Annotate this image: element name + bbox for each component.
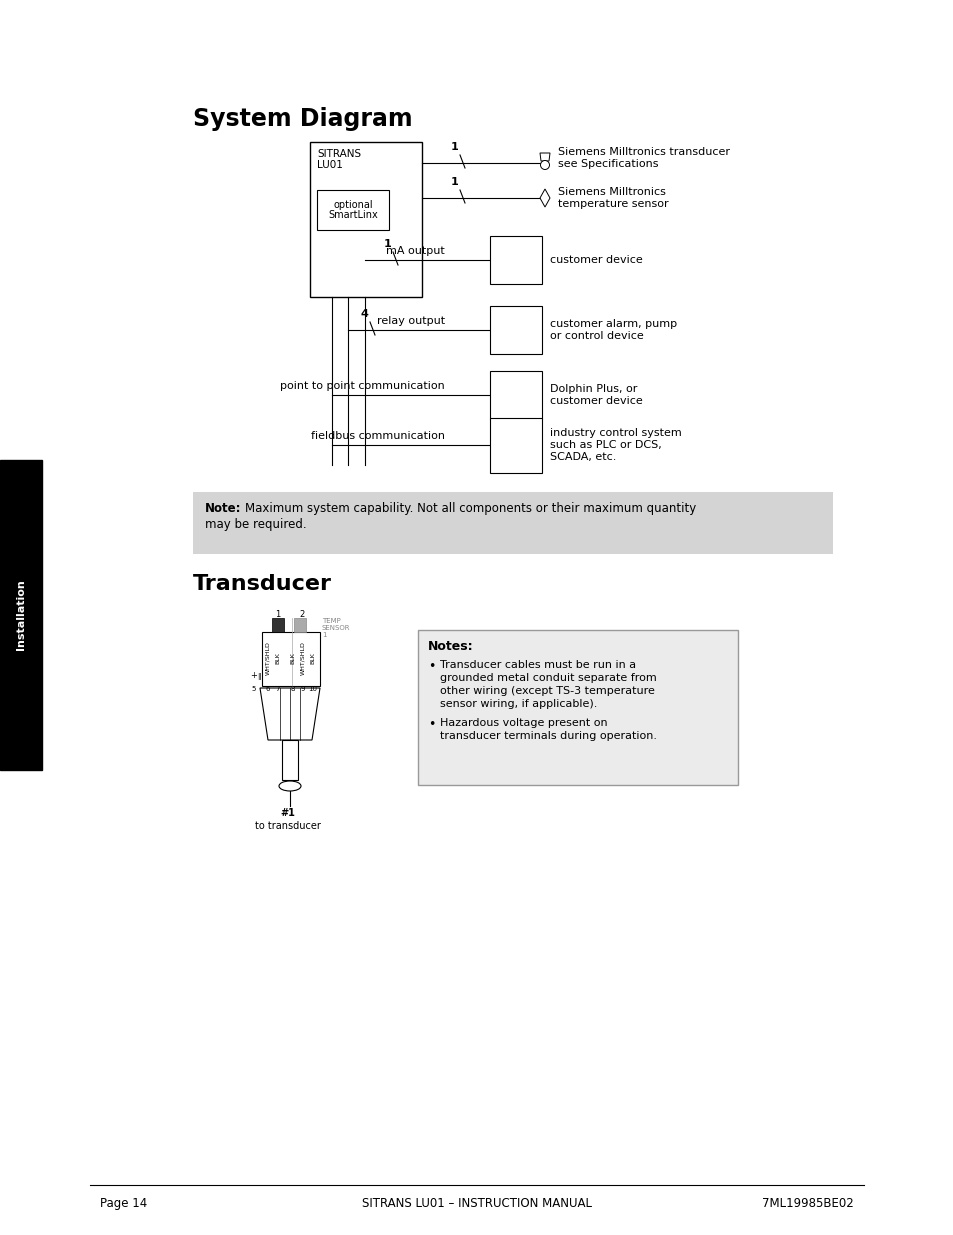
Text: TEMP: TEMP [322, 618, 340, 624]
Bar [490, 306, 541, 354]
Text: WHT/SHLD: WHT/SHLD [265, 641, 271, 676]
Text: grounded metal conduit separate from: grounded metal conduit separate from [439, 673, 656, 683]
Bar [417, 630, 738, 785]
Text: LU01: LU01 [316, 161, 342, 170]
Text: 10: 10 [308, 685, 317, 692]
Text: WHT/SHLD: WHT/SHLD [300, 641, 305, 676]
Text: Siemens Milltronics
temperature sensor: Siemens Milltronics temperature sensor [558, 188, 668, 209]
Text: 1: 1 [450, 142, 457, 152]
Text: 6: 6 [266, 685, 270, 692]
Text: ||: || [257, 673, 262, 679]
Text: Notes:: Notes: [428, 640, 473, 653]
Text: +: + [251, 672, 257, 680]
Text: #1: #1 [280, 808, 295, 818]
Text: Note:: Note: [205, 501, 241, 515]
Text: 7ML19985BE02: 7ML19985BE02 [761, 1197, 853, 1210]
Polygon shape [539, 153, 550, 161]
Text: SITRANS: SITRANS [316, 149, 361, 159]
Text: Dolphin Plus, or
customer device: Dolphin Plus, or customer device [550, 384, 642, 406]
Text: 1: 1 [322, 632, 326, 638]
Text: Transducer cables must be run in a: Transducer cables must be run in a [439, 659, 636, 671]
Text: BLK: BLK [275, 652, 280, 664]
Text: Siemens Milltronics transducer
see Specifications: Siemens Milltronics transducer see Speci… [558, 147, 729, 169]
Text: System Diagram: System Diagram [193, 107, 413, 131]
Bar [490, 370, 541, 419]
Text: industry control system
such as PLC or DCS,
SCADA, etc.: industry control system such as PLC or D… [550, 429, 681, 462]
Text: mA output: mA output [386, 246, 444, 256]
Text: transducer terminals during operation.: transducer terminals during operation. [439, 731, 657, 741]
Text: 1: 1 [450, 177, 457, 186]
Text: 7: 7 [275, 685, 280, 692]
Text: customer alarm, pump
or control device: customer alarm, pump or control device [550, 319, 677, 341]
Text: 9: 9 [300, 685, 305, 692]
Text: SENSOR: SENSOR [322, 625, 350, 631]
Text: 4: 4 [359, 309, 368, 319]
Bar [0, 459, 42, 769]
Text: Page 14: Page 14 [100, 1197, 147, 1210]
Bar [490, 236, 541, 284]
Text: 5: 5 [252, 685, 256, 692]
Text: 8: 8 [291, 685, 294, 692]
Ellipse shape [278, 781, 301, 790]
Text: point to point communication: point to point communication [280, 382, 444, 391]
Text: BLK: BLK [291, 652, 295, 664]
Text: to transducer: to transducer [254, 821, 320, 831]
Text: 1: 1 [383, 240, 391, 249]
Polygon shape [539, 189, 550, 207]
Text: 2: 2 [299, 610, 304, 619]
Text: fieldbus communication: fieldbus communication [311, 431, 444, 441]
Text: Hazardous voltage present on: Hazardous voltage present on [439, 718, 607, 727]
Text: SmartLinx: SmartLinx [328, 210, 377, 220]
Text: •: • [428, 659, 435, 673]
Bar [316, 190, 389, 230]
Text: relay output: relay output [376, 316, 444, 326]
Text: Installation: Installation [16, 579, 26, 651]
Text: Transducer: Transducer [193, 574, 332, 594]
Text: 1: 1 [275, 610, 280, 619]
Bar [193, 492, 832, 555]
Bar [294, 618, 306, 632]
Circle shape [540, 161, 549, 169]
Bar [272, 618, 284, 632]
Text: SITRANS LU01 – INSTRUCTION MANUAL: SITRANS LU01 – INSTRUCTION MANUAL [361, 1197, 592, 1210]
Text: optional: optional [333, 200, 373, 210]
Polygon shape [260, 688, 319, 740]
Text: BLK: BLK [310, 652, 315, 664]
Bar [282, 740, 297, 781]
Text: Maximum system capability. Not all components or their maximum quantity: Maximum system capability. Not all compo… [245, 501, 696, 515]
Text: may be required.: may be required. [205, 517, 306, 531]
Text: customer device: customer device [550, 254, 642, 266]
Text: sensor wiring, if applicable).: sensor wiring, if applicable). [439, 699, 597, 709]
Bar [490, 417, 541, 473]
Text: other wiring (except TS-3 temperature: other wiring (except TS-3 temperature [439, 685, 654, 697]
Bar [262, 632, 319, 685]
Bar [310, 142, 421, 296]
Text: •: • [428, 718, 435, 731]
